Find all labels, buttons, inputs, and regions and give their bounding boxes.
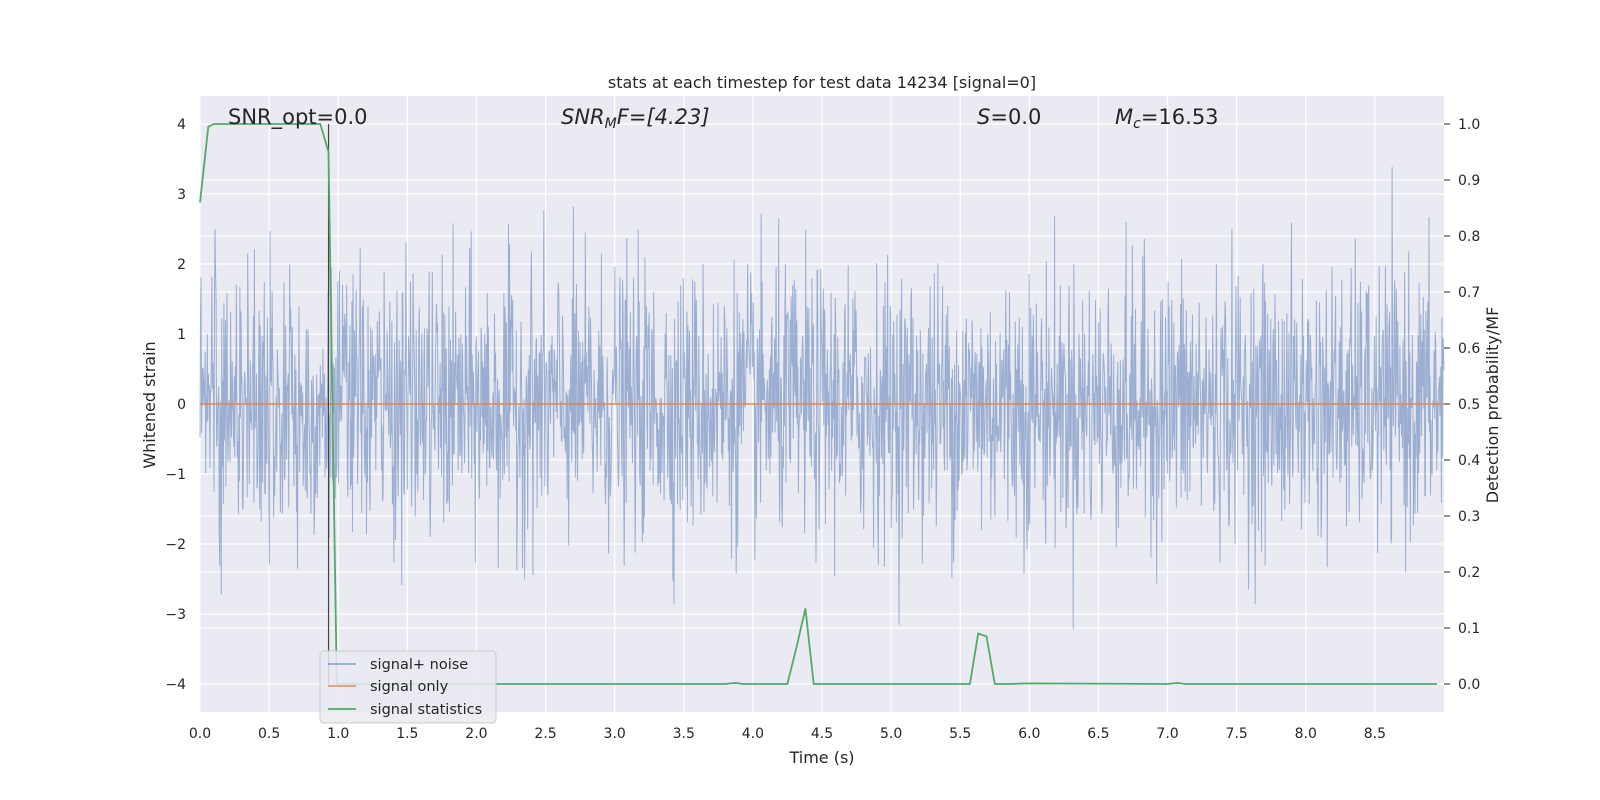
annotation-snr-opt: SNR_opt=0.0 [228,105,368,130]
y-right-tick-label: 0.1 [1458,621,1480,637]
x-tick-label: 1.5 [396,726,418,742]
y-left-tick-label: 1 [177,327,186,343]
x-tick-label: 5.5 [949,726,971,742]
y-axis-right-label: Detection probability/MF [1483,307,1502,504]
legend-box [319,650,497,724]
x-tick-label: 8.0 [1295,726,1317,742]
x-tick-label: 6.5 [1087,726,1109,742]
y-right-tick-label: 0.3 [1458,509,1480,525]
y-right-tick-label: 0.4 [1458,453,1480,469]
legend-label-signal-only: signal only [370,679,449,695]
x-tick-label: 3.0 [604,726,626,742]
legend-label-signal-noise: signal+ noise [370,657,468,673]
x-tick-label: 8.5 [1364,726,1386,742]
x-axis-ticks: 0.0 0.5 1.0 1.5 2.0 2.5 3.0 3.5 4.0 4.5 5.0 5.5 6.0 6… [189,726,1386,742]
series-signal-noise [199,166,1445,629]
y-left-tick-label: −4 [165,677,186,693]
y-axis-right-ticks: 1.0 0.9 0.8 0.7 0.6 0.5 0.4 0.3 0.2 0.1 0.0 [1444,117,1480,693]
x-tick-label: 7.5 [1226,726,1248,742]
annotation-s: S=0.0 [977,105,1041,129]
x-tick-label: 7.0 [1156,726,1178,742]
x-tick-label: 3.5 [673,726,695,742]
y-right-tick-label: 0.8 [1458,229,1480,245]
y-left-tick-label: −1 [165,467,186,483]
x-tick-label: 5.0 [880,726,902,742]
x-tick-label: 1.0 [327,726,349,742]
x-tick-label: 2.0 [465,726,487,742]
x-tick-label: 6.0 [1018,726,1040,742]
y-axis-left-label: Whitened strain [140,341,159,468]
legend: signal+ noise signal only signal statist… [319,650,497,724]
y-right-tick-label: 0.2 [1458,565,1480,581]
y-left-tick-label: 0 [177,397,186,413]
y-right-tick-label: 0.6 [1458,341,1480,357]
y-right-tick-label: 0.9 [1458,173,1480,189]
y-left-tick-label: 2 [177,257,186,273]
x-tick-label: 0.0 [189,726,211,742]
y-left-tick-label: 4 [177,117,186,133]
annotation-snr-mf: SNRMF=[4.23] [561,105,710,132]
chart-title: stats at each timestep for test data 142… [608,73,1036,92]
noise-trace [199,166,1445,629]
y-left-tick-label: −2 [165,537,186,553]
x-tick-label: 4.0 [742,726,764,742]
y-axis-left-ticks: 4 3 2 1 0 −1 −2 −3 −4 [165,117,186,693]
y-right-tick-label: 0.0 [1458,677,1480,693]
y-right-tick-label: 0.5 [1458,397,1480,413]
series-signal-statistics [199,123,1438,685]
annotation-mc: Mc=16.53 [1115,105,1219,132]
legend-label-signal-statistics: signal statistics [370,702,482,718]
y-left-tick-label: −3 [165,607,186,623]
x-tick-label: 4.5 [811,726,833,742]
x-axis-label: Time (s) [788,748,854,767]
y-right-tick-label: 0.7 [1458,285,1480,301]
x-tick-label: 0.5 [258,726,280,742]
y-left-tick-label: 3 [177,187,186,203]
y-right-tick-label: 1.0 [1458,117,1480,133]
x-tick-label: 2.5 [534,726,556,742]
